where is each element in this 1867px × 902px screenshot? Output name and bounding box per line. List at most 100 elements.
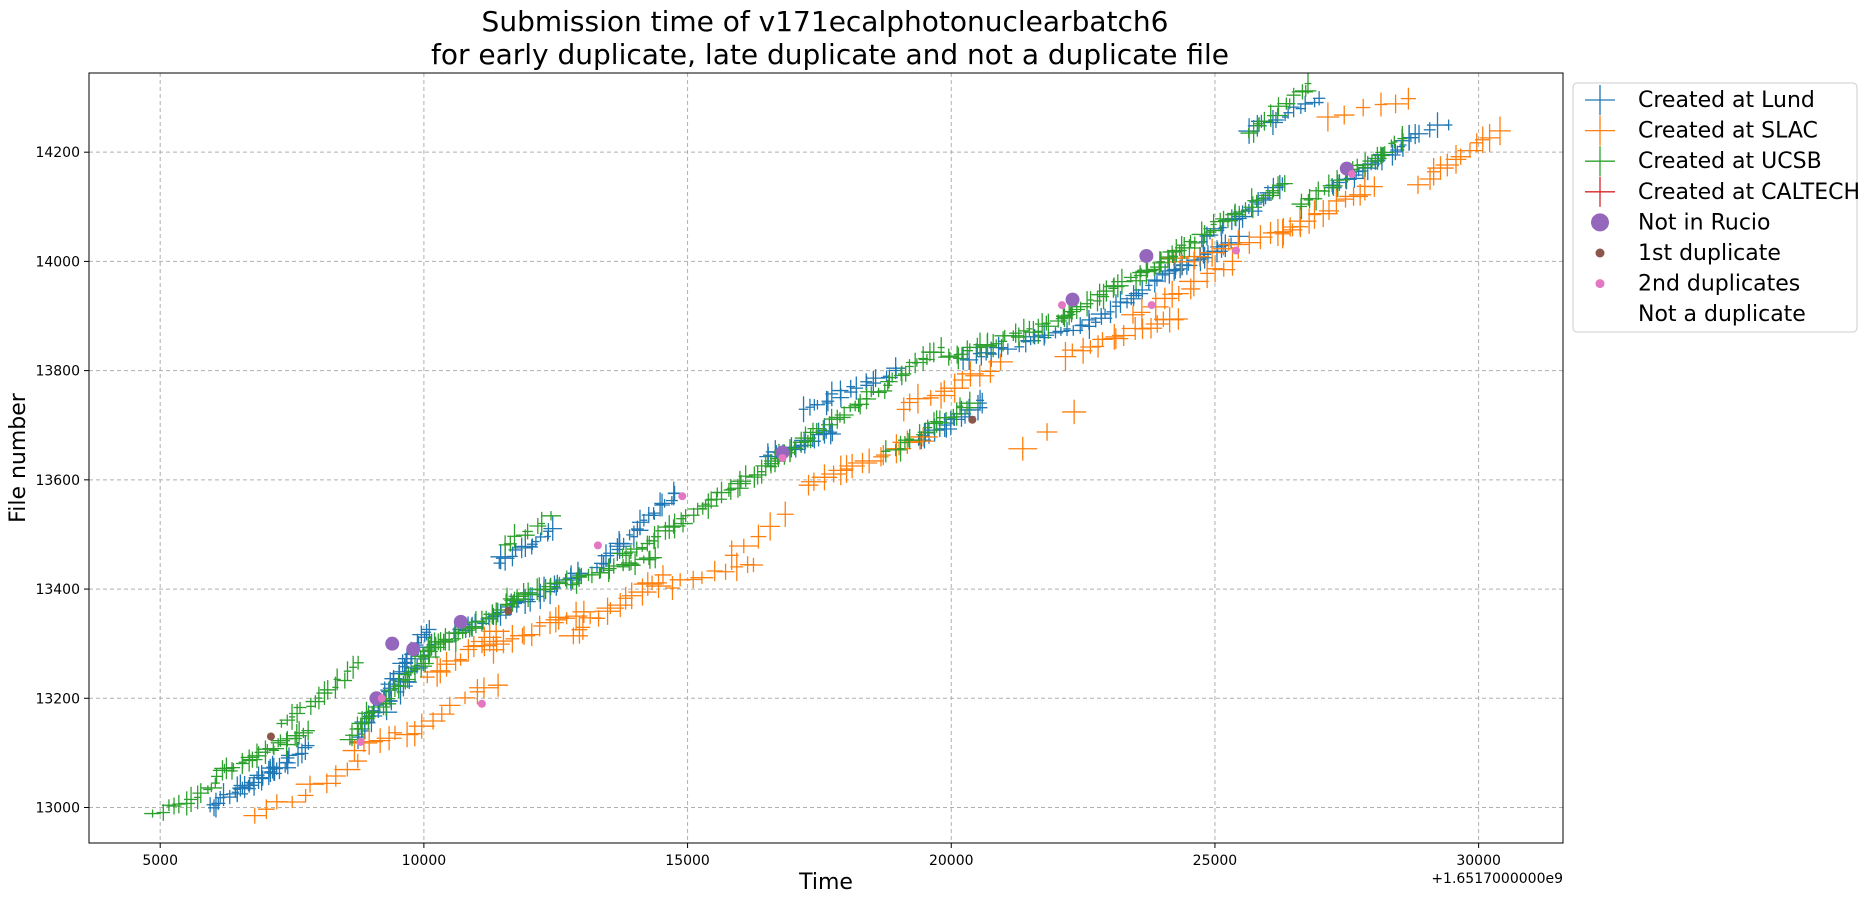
data-point-plus [821, 465, 847, 483]
data-point-plus [901, 436, 909, 450]
data-point-plus [632, 509, 648, 535]
data-point-plus [1198, 234, 1208, 250]
data-point-plus [238, 756, 247, 769]
data-point-plus [281, 747, 297, 764]
data-point-plus [938, 348, 960, 366]
data-point-plus [1435, 153, 1459, 177]
data-point-plus [760, 512, 781, 541]
data-point-plus [1152, 287, 1178, 310]
data-point-plus [723, 483, 735, 497]
data-point-circle [1065, 292, 1080, 307]
data-point-plus [494, 628, 513, 654]
data-point-plus [1073, 337, 1093, 364]
data-point-plus [614, 537, 633, 550]
data-point-plus [961, 340, 974, 361]
data-point-plus [611, 538, 624, 561]
data-point-plus [1337, 190, 1355, 208]
data-point-plus [219, 757, 234, 780]
data-point-plus [1291, 84, 1314, 100]
data-point-plus [757, 459, 766, 484]
data-point-plus [1168, 308, 1188, 330]
data-point-plus [1391, 135, 1398, 149]
data-point-plus [421, 619, 437, 639]
data-point-plus [1272, 176, 1284, 195]
data-point-plus [369, 728, 391, 753]
y-tick-label: 13400 [35, 582, 80, 598]
data-point-plus [776, 501, 794, 528]
data-point-plus [623, 545, 638, 560]
data-point-plus [1215, 210, 1233, 227]
y-axis-label: File number [6, 392, 31, 523]
data-point-plus [541, 511, 561, 521]
data-point-plus [334, 762, 361, 777]
data-point-plus [1374, 92, 1388, 117]
data-point-plus [1063, 321, 1071, 336]
data-point-plus [532, 536, 540, 547]
data-point-plus [918, 353, 935, 366]
data-point-plus [1168, 285, 1189, 302]
data-point-plus [1207, 255, 1223, 283]
data-point-plus [716, 563, 735, 580]
data-point-plus [606, 558, 621, 574]
data-point-plus [210, 777, 220, 789]
data-point-circle [385, 636, 400, 651]
data-point-plus [316, 681, 333, 705]
data-point-plus [706, 560, 723, 582]
data-point-plus [616, 559, 630, 571]
data-point-plus [884, 443, 907, 457]
data-point-plus [631, 520, 644, 538]
data-point-plus [643, 550, 657, 569]
data-point-plus [1111, 268, 1133, 295]
data-point-plus [392, 654, 413, 673]
data-point-plus [270, 757, 278, 781]
data-point-plus [898, 432, 920, 448]
data-point-plus [349, 655, 358, 679]
data-point-plus [1225, 203, 1246, 226]
data-point-plus [1139, 318, 1163, 339]
data-point-plus [1026, 320, 1033, 337]
data-point-plus [365, 705, 379, 718]
data-point-plus [380, 672, 400, 697]
legend-item: Created at CALTECH [1585, 176, 1860, 207]
data-point-plus [1156, 270, 1169, 280]
data-point-plus [546, 577, 569, 590]
data-point-plus [1262, 109, 1284, 136]
data-point-plus [888, 372, 896, 383]
data-point-plus [637, 543, 648, 552]
data-point-plus [960, 349, 979, 371]
data-point-plus [1329, 179, 1338, 196]
data-point-plus [1251, 194, 1262, 206]
x-axis-label: Time [798, 870, 853, 895]
data-point-plus [908, 427, 938, 447]
data-point-plus [1304, 73, 1312, 94]
data-point-plus [337, 672, 353, 689]
data-point-plus [1397, 125, 1408, 152]
data-point-plus [1111, 294, 1121, 319]
y-tick-label: 13200 [35, 691, 80, 707]
data-point-plus [802, 422, 824, 443]
data-point-plus [575, 614, 591, 640]
data-point-plus [256, 771, 269, 786]
data-point-plus [1145, 315, 1169, 333]
data-point-plus [288, 703, 296, 730]
data-point-plus [295, 775, 325, 793]
data-point-plus [244, 777, 263, 788]
data-point-plus [941, 351, 959, 361]
axis-ticks: 5000 10000 15000 20000 25000 30000 13000 13200 1… [35, 145, 1500, 869]
data-point-plus [599, 556, 609, 572]
data-point-plus [1356, 98, 1371, 117]
data-point-plus [1334, 174, 1345, 191]
legend-marker [1591, 213, 1609, 232]
x-tick-label: 10000 [402, 853, 447, 869]
data-point-plus [1002, 330, 1025, 342]
data-point-plus [597, 544, 615, 568]
data-point-plus [534, 578, 557, 600]
data-point-plus [1285, 98, 1295, 110]
data-point-plus [1400, 87, 1416, 110]
data-point-plus [1034, 313, 1050, 336]
data-point-plus [426, 635, 436, 657]
data-point-plus [923, 419, 933, 436]
data-point-plus [640, 513, 648, 527]
